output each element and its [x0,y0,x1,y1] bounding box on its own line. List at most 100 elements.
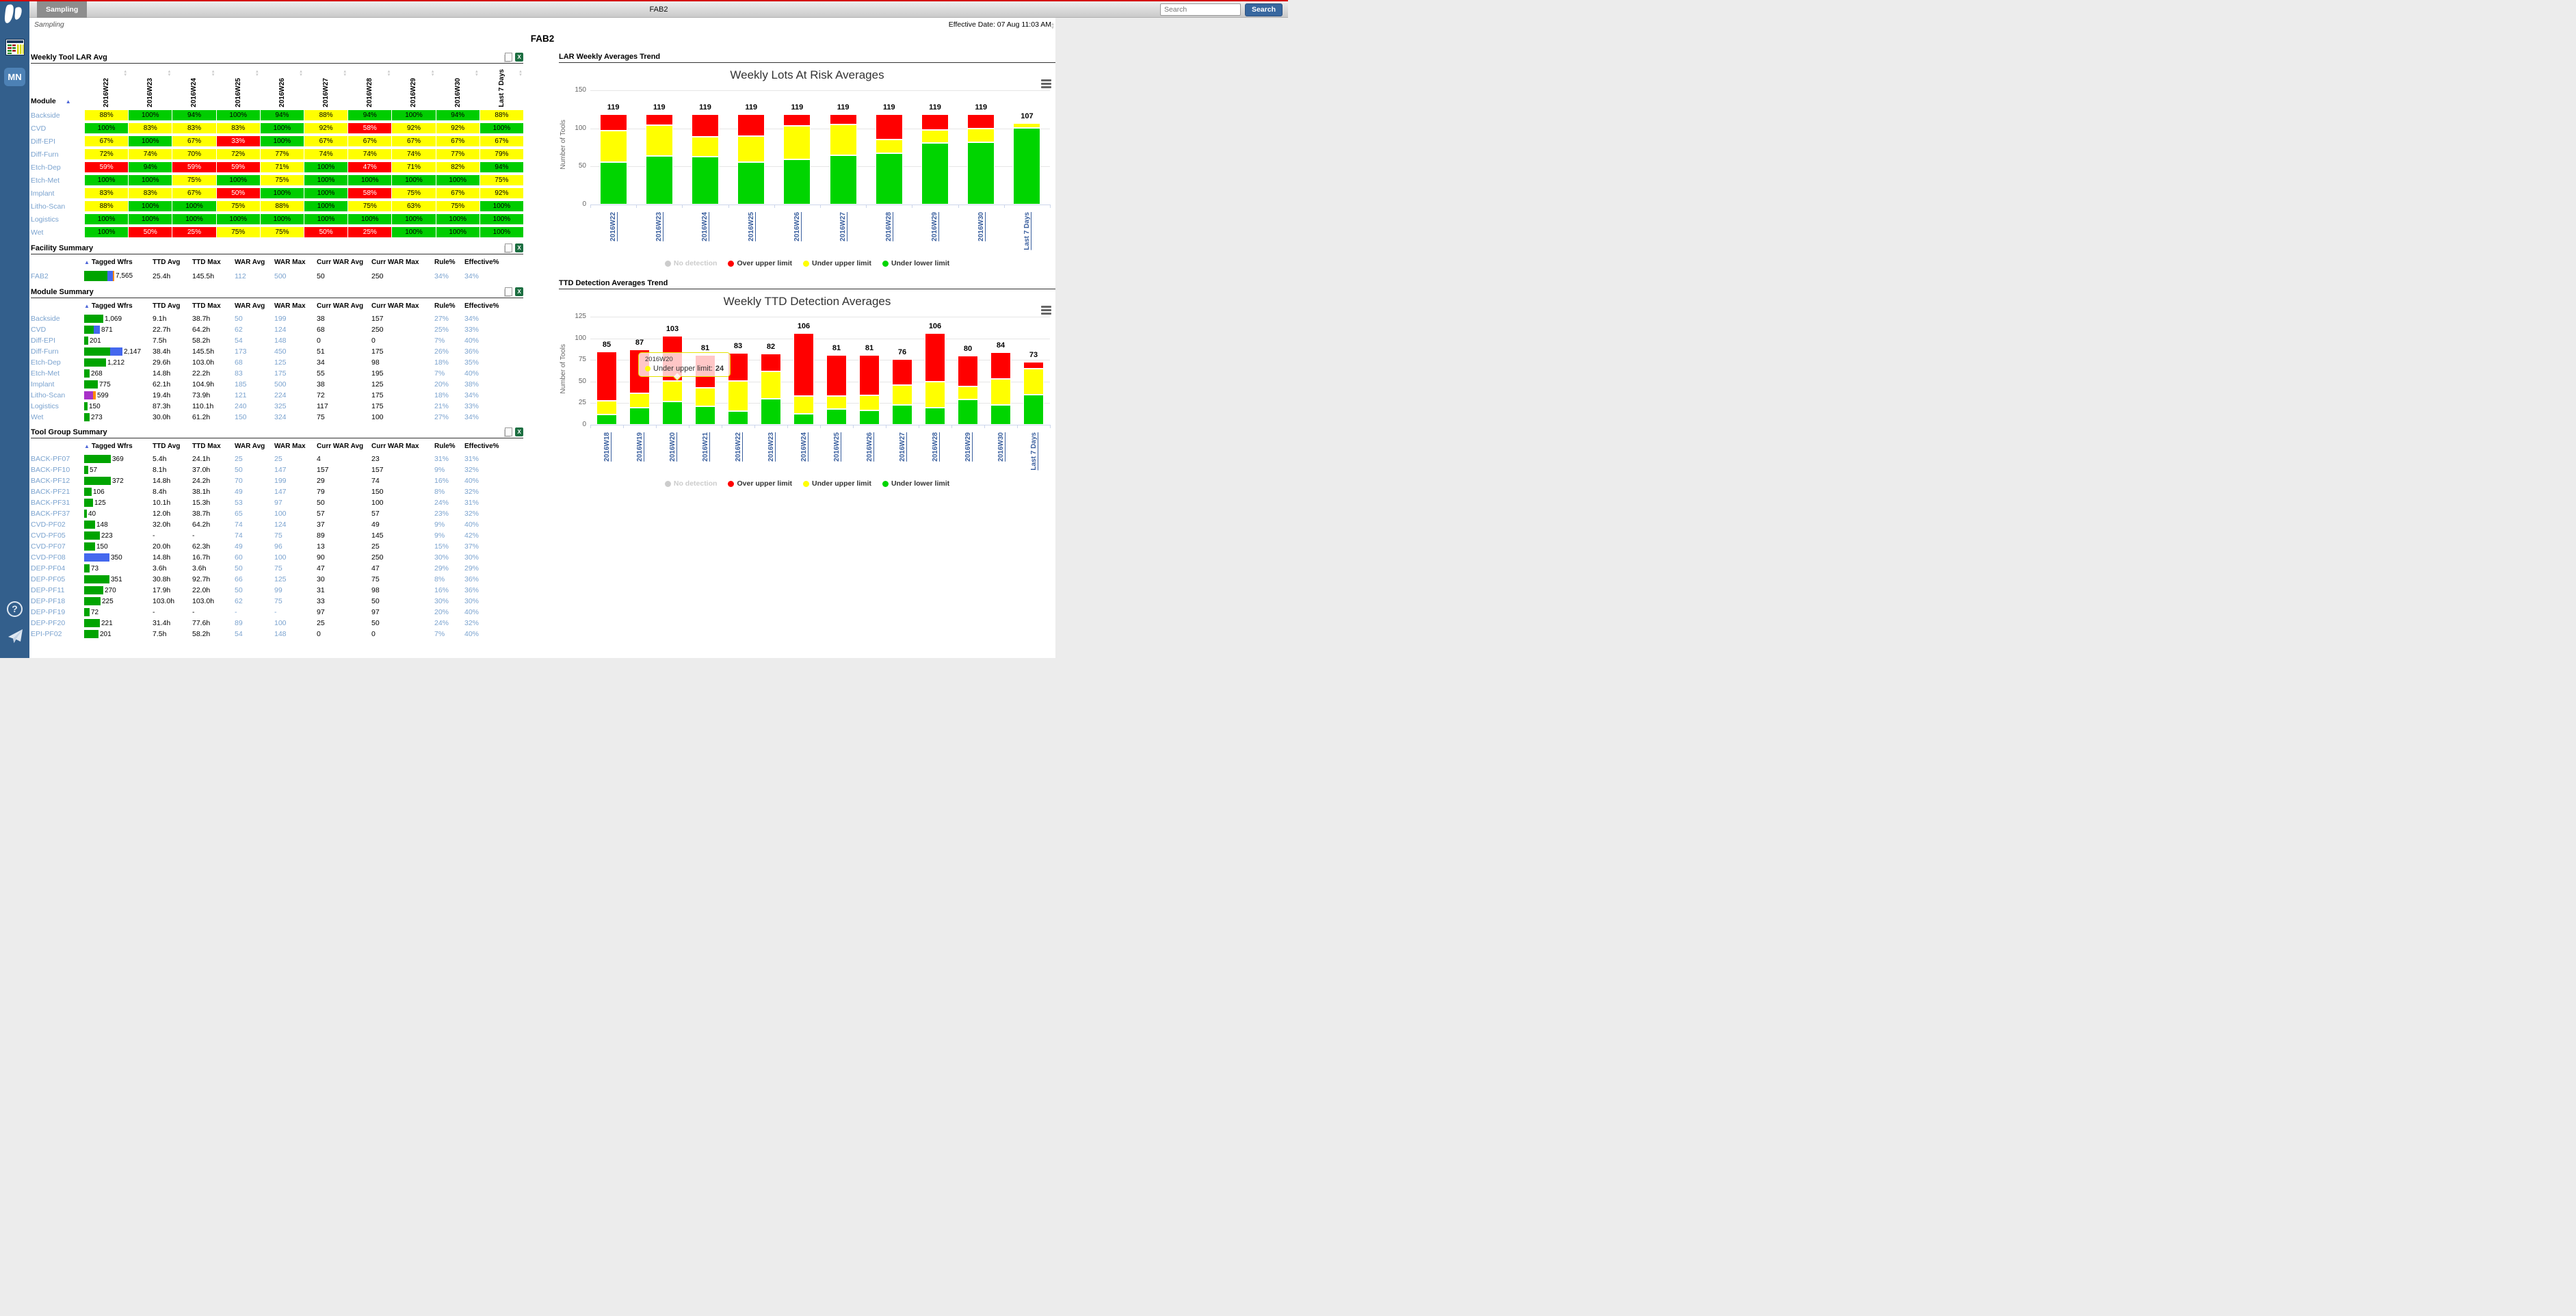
row-link[interactable]: FAB2 [31,272,49,280]
summary-value[interactable]: 199 [274,315,287,323]
summary-value[interactable]: 54 [235,630,243,638]
bar-segment-over-upper-limit[interactable] [596,351,617,401]
lar-week-column-header[interactable]: 2016W29 ▲ ▼ [410,70,435,107]
summary-value[interactable]: 15% [434,542,449,551]
column-header-curr-war-avg[interactable]: ▲ ▼ Curr WAR Avg [317,23,1055,310]
bar-segment-under-upper-limit[interactable] [1013,122,1041,128]
lar-week-column-header[interactable]: 2016W28 ▲ ▼ [366,70,391,107]
bar-segment-over-upper-limit[interactable] [692,114,719,137]
summary-value[interactable]: 40% [464,369,479,378]
summary-value[interactable]: 7% [434,337,445,345]
x-axis-label[interactable]: 2016W20 [668,432,676,462]
summary-value[interactable]: 324 [274,413,287,421]
bar-segment-under-upper-limit[interactable] [958,386,978,400]
bar-segment-over-upper-limit[interactable] [761,354,781,371]
summary-value[interactable]: 60 [235,553,243,562]
column-header-ttd-max[interactable]: ▲ ▼ TTD Max [192,23,1055,266]
bar-segment-over-upper-limit[interactable] [958,355,978,387]
lar-module-link[interactable]: Diff-Furn [31,150,59,159]
summary-value[interactable]: 74 [235,531,243,540]
bar-segment-under-upper-limit[interactable] [645,125,673,156]
row-link[interactable]: Logistics [31,402,59,410]
summary-value[interactable]: 450 [274,347,287,356]
summary-value[interactable]: 34% [464,391,479,399]
bar-segment-under-lower-limit[interactable] [925,407,945,425]
summary-value[interactable]: 40% [464,630,479,638]
x-axis-label[interactable]: 2016W23 [655,212,663,241]
summary-value[interactable]: 33% [464,326,479,334]
export-doc-icon[interactable] [505,287,512,296]
x-axis-label[interactable]: 2016W18 [603,432,611,462]
x-axis-label[interactable]: 2016W29 [964,432,972,462]
summary-value[interactable]: 8% [434,488,445,496]
row-link[interactable]: EPI-PF02 [31,630,62,638]
row-link[interactable]: CVD-PF07 [31,542,66,551]
summary-value[interactable]: 224 [274,391,287,399]
row-link[interactable]: DEP-PF05 [31,575,66,583]
summary-value[interactable]: 36% [464,586,479,594]
summary-value[interactable]: 34% [434,272,449,280]
row-link[interactable]: CVD [31,326,47,334]
column-header-curr-war-avg[interactable]: ▲ ▼ Curr WAR Avg [317,23,1055,266]
summary-value[interactable]: 148 [274,337,287,345]
x-axis-label[interactable]: 2016W21 [701,432,709,462]
bar-segment-under-lower-limit[interactable] [695,406,715,425]
bar-segment-under-lower-limit[interactable] [662,401,683,425]
bar-segment-over-upper-limit[interactable] [859,354,880,396]
summary-value[interactable]: 68 [235,358,243,367]
bar-segment-over-upper-limit[interactable] [728,353,748,381]
summary-value[interactable]: 40% [464,608,479,616]
x-axis-label[interactable]: 2016W27 [898,432,906,462]
summary-value[interactable]: 173 [235,347,247,356]
summary-value[interactable]: 35% [464,358,479,367]
column-header-war-max[interactable]: ▲ ▼ WAR Max [274,23,1055,310]
row-link[interactable]: Diff-EPI [31,337,55,345]
summary-value[interactable]: 30% [464,553,479,562]
bar-segment-over-upper-limit[interactable] [645,114,673,126]
bar-segment-under-lower-limit[interactable] [826,409,847,425]
summary-value[interactable]: 500 [274,380,287,389]
row-link[interactable]: BACK-PF31 [31,499,70,507]
bar-segment-under-lower-limit[interactable] [875,153,903,205]
legend-item[interactable]: Under upper limit [803,479,871,488]
user-badge[interactable]: MN [4,68,25,86]
summary-value[interactable]: 185 [235,380,247,389]
export-excel-icon[interactable] [515,53,523,62]
bar-segment-under-lower-limit[interactable] [783,159,811,205]
tab-sampling[interactable]: Sampling [37,1,88,18]
summary-value[interactable]: 36% [464,575,479,583]
column-header-effective-[interactable]: ▲ ▼ Effective% [464,23,1055,310]
summary-value[interactable]: 50 [235,466,243,474]
export-doc-icon[interactable] [505,427,512,436]
export-doc-icon[interactable] [505,53,512,62]
summary-value[interactable]: 26% [434,347,449,356]
summary-value[interactable]: 50 [235,586,243,594]
summary-value[interactable]: 54 [235,337,243,345]
x-axis-label[interactable]: 2016W23 [767,432,775,462]
summary-value[interactable]: 49 [235,488,243,496]
row-link[interactable]: BACK-PF10 [31,466,70,474]
bar-segment-over-upper-limit[interactable] [892,358,912,385]
summary-value[interactable]: 32% [464,619,479,627]
summary-value[interactable]: 18% [434,358,449,367]
row-link[interactable]: CVD-PF02 [31,521,66,529]
row-link[interactable]: BACK-PF37 [31,510,70,518]
column-header-tagged-wfrs[interactable]: ▲ Tagged Wfrs [84,302,133,310]
bar-segment-under-upper-limit[interactable] [875,140,903,154]
row-link[interactable]: BACK-PF21 [31,488,70,496]
summary-value[interactable]: 33% [464,402,479,410]
column-header-war-avg[interactable]: ▲ ▼ WAR Avg [235,23,1055,450]
bar-segment-over-upper-limit[interactable] [921,114,949,130]
bar-segment-under-upper-limit[interactable] [662,380,683,402]
summary-value[interactable]: 199 [274,477,287,485]
summary-value[interactable]: 34% [464,315,479,323]
bar-segment-under-lower-limit[interactable] [1023,394,1044,425]
bar-segment-over-upper-limit[interactable] [990,352,1011,379]
legend-item[interactable]: Under lower limit [882,259,949,267]
bar-segment-under-upper-limit[interactable] [1023,368,1044,395]
column-header-effective-[interactable]: ▲ ▼ Effective% [464,23,1055,266]
summary-value[interactable]: 112 [235,272,246,280]
summary-value[interactable]: 75 [274,597,282,605]
summary-value[interactable]: 8% [434,575,445,583]
row-link[interactable]: DEP-PF11 [31,586,65,594]
